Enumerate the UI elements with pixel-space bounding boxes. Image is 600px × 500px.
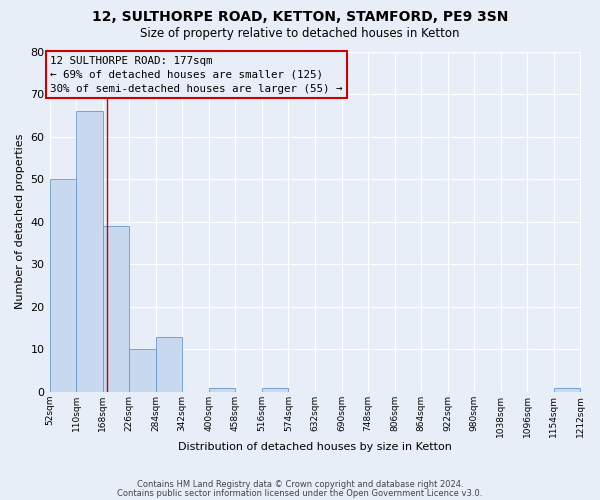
Bar (554, 388, 580, 392)
X-axis label: Distribution of detached houses by size in Ketton: Distribution of detached houses by size … (178, 442, 452, 452)
Bar (50, 179, 76, 392)
Text: Contains HM Land Registry data © Crown copyright and database right 2024.: Contains HM Land Registry data © Crown c… (137, 480, 463, 489)
Text: Contains public sector information licensed under the Open Government Licence v3: Contains public sector information licen… (118, 488, 482, 498)
Bar (156, 336, 182, 392)
Bar (129, 350, 156, 392)
Text: 12 SULTHORPE ROAD: 177sqm
← 69% of detached houses are smaller (125)
30% of semi: 12 SULTHORPE ROAD: 177sqm ← 69% of detac… (50, 56, 343, 94)
Bar (209, 388, 235, 392)
Bar (103, 226, 129, 392)
Bar (76, 111, 103, 392)
Y-axis label: Number of detached properties: Number of detached properties (15, 134, 25, 310)
Text: Size of property relative to detached houses in Ketton: Size of property relative to detached ho… (140, 28, 460, 40)
Bar (262, 388, 289, 392)
Text: 12, SULTHORPE ROAD, KETTON, STAMFORD, PE9 3SN: 12, SULTHORPE ROAD, KETTON, STAMFORD, PE… (92, 10, 508, 24)
